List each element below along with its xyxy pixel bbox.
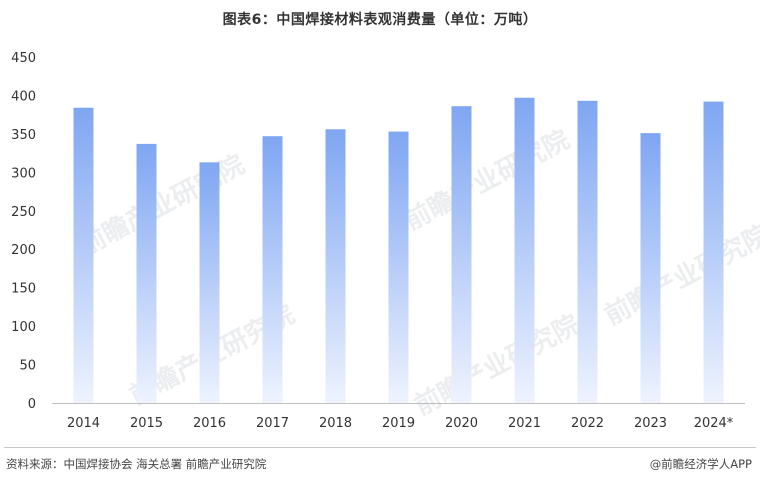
x-tick-label: 2021 [508, 416, 541, 431]
x-tick-label: 2024* [694, 416, 734, 431]
bar [640, 133, 661, 403]
y-tick-label: 300 [11, 166, 36, 181]
x-tick-label: 2023 [634, 416, 667, 431]
bar [136, 143, 157, 403]
x-tick-label: 2015 [130, 416, 163, 431]
y-tick-label: 350 [11, 128, 36, 143]
bar [73, 107, 94, 403]
bar [199, 162, 220, 403]
y-tick-label: 0 [28, 397, 36, 412]
x-tick-label: 2017 [256, 416, 289, 431]
x-tick-label: 2019 [382, 416, 415, 431]
bar [262, 136, 283, 403]
bar [577, 100, 598, 404]
bar [325, 129, 346, 403]
source-note: 资料来源：中国焊接协会 海关总署 前瞻产业研究院 [6, 457, 267, 471]
x-tick-label: 2022 [571, 416, 604, 431]
y-tick-label: 100 [11, 320, 36, 335]
y-axis: 0 50 100 150 200 250 300 350 400 450 [11, 51, 36, 412]
x-tick-label: 2018 [319, 416, 352, 431]
y-tick-label: 50 [19, 359, 36, 374]
y-tick-label: 250 [11, 205, 36, 220]
footer-divider [4, 447, 756, 448]
bar-series [73, 97, 724, 404]
x-tick-label: 2016 [193, 416, 226, 431]
brand-credit: @前瞻经济学人APP [649, 457, 752, 471]
y-tick-label: 450 [11, 51, 36, 66]
bar [451, 106, 472, 403]
bar [514, 97, 535, 404]
x-axis: 2014 2015 2016 2017 2018 2019 2020 2021 2022 2023… [67, 416, 734, 431]
x-tick-label: 2014 [67, 416, 100, 431]
bar [703, 101, 724, 404]
bar [388, 131, 409, 404]
y-tick-label: 400 [11, 89, 36, 104]
chart-title: 图表6：中国焊接材料表观消费量（单位：万吨） [222, 12, 538, 28]
y-tick-label: 150 [11, 282, 36, 297]
x-tick-label: 2020 [445, 416, 478, 431]
y-tick-label: 200 [11, 243, 36, 258]
